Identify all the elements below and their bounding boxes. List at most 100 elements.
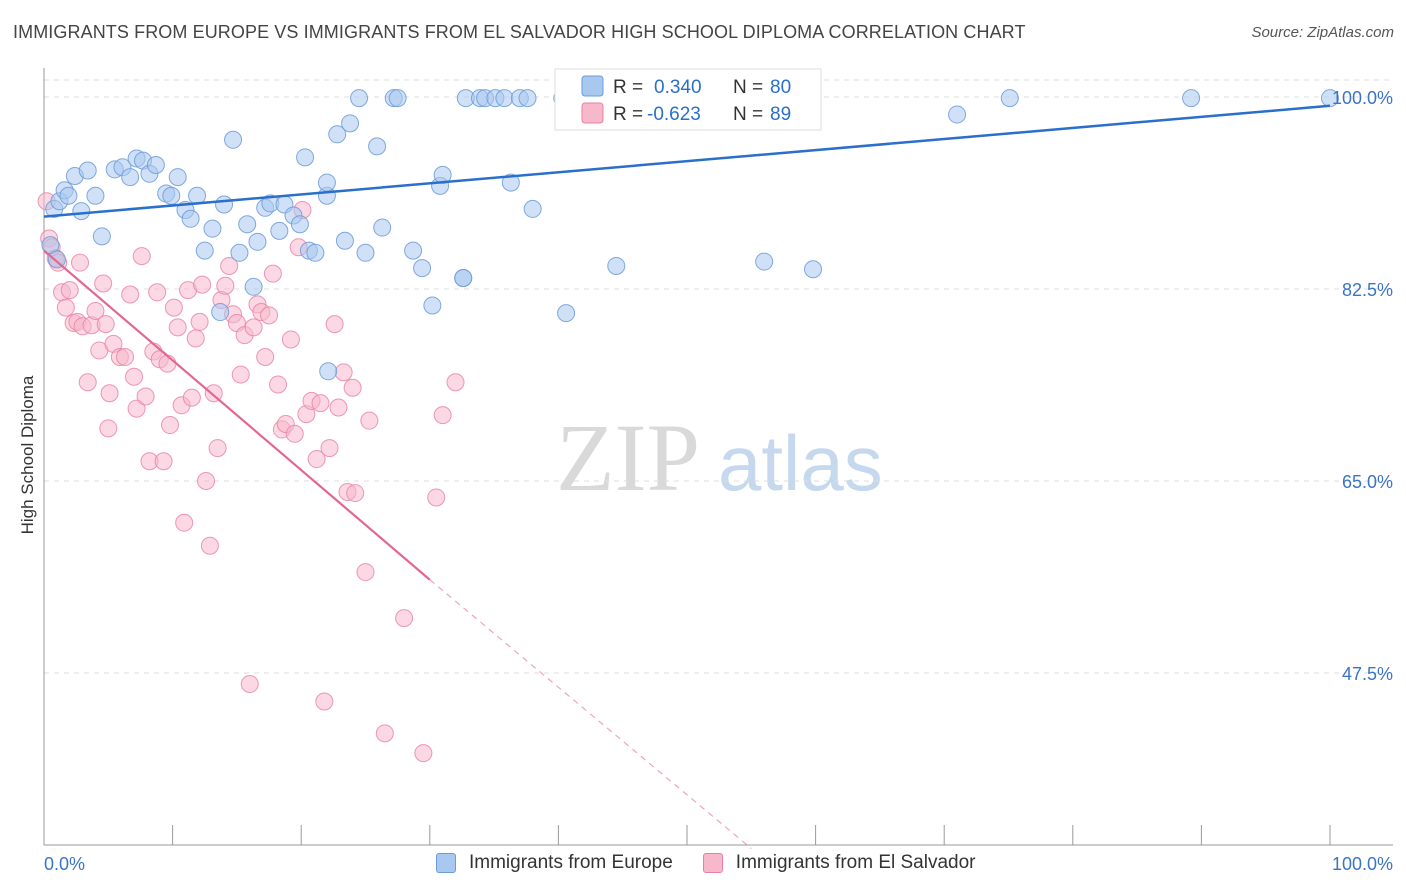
europe-point-51: [373, 218, 392, 237]
x-tick-label-min: 0.0%: [44, 854, 85, 874]
elsalvador-point-42: [190, 312, 209, 331]
elsalvador-point-72: [311, 394, 330, 413]
europe-point-46: [335, 231, 354, 250]
bottom-legend: Immigrants from Europe Immigrants from E…: [436, 852, 1005, 874]
europe-point-29: [230, 243, 249, 262]
watermark-zip: ZIP: [556, 404, 700, 511]
europe-point-17: [146, 156, 165, 175]
legend-item-elsalvador: Immigrants from El Salvador: [702, 852, 976, 874]
elsalvador-point-41: [186, 329, 205, 348]
elsalvador-point-22: [116, 348, 135, 367]
europe-point-47: [341, 114, 360, 133]
europe-point-75: [755, 252, 774, 271]
watermark-atlas: atlas: [718, 419, 883, 507]
europe-point-78: [1000, 89, 1019, 108]
legend-elsalvador-n-value: 89: [770, 104, 791, 125]
legend-swatch-europe: [436, 853, 456, 873]
europe-point-9: [86, 186, 105, 205]
elsalvador-point-35: [164, 298, 183, 317]
europe-point-77: [948, 105, 967, 124]
elsalvador-point-81: [356, 563, 375, 582]
europe-point-30: [238, 215, 257, 234]
europe-point-28: [224, 130, 243, 149]
legend-label-europe: Immigrants from Europe: [469, 852, 673, 873]
elsalvador-point-80: [346, 484, 365, 503]
elsalvador-point-14: [86, 301, 105, 320]
watermark: ZIP atlas: [556, 404, 883, 511]
europe-point-31: [244, 277, 263, 296]
europe-point-27: [215, 195, 234, 214]
elsalvador-point-84: [395, 609, 414, 628]
elsalvador-point-50: [220, 256, 239, 275]
elsalvador-point-32: [154, 452, 173, 471]
elsalvador-point-55: [240, 674, 259, 693]
elsalvador-point-26: [132, 247, 151, 266]
elsalvador-point-27: [136, 387, 155, 406]
europe-point-26: [211, 303, 230, 322]
chart-title: IMMIGRANTS FROM EUROPE VS IMMIGRANTS FRO…: [13, 22, 1026, 42]
elsalvador-point-21: [99, 419, 118, 438]
europe-point-60: [454, 269, 473, 288]
elsalvador-point-65: [281, 330, 300, 349]
elsalvador-point-62: [269, 375, 288, 394]
europe-point-48: [350, 89, 369, 108]
elsalvador-point-86: [427, 488, 446, 507]
europe-point-71: [557, 304, 576, 323]
legend-elsalvador-n-label: N =: [733, 104, 763, 125]
trend-lines: [43, 104, 1331, 850]
legend-item-europe: Immigrants from Europe: [436, 852, 673, 874]
y-tick-label-2: 82.5%: [1342, 280, 1393, 300]
elsalvador-point-12: [78, 373, 97, 392]
legend-europe-r-value: 0.340: [654, 77, 702, 98]
elsalvador-point-46: [204, 384, 223, 403]
elsalvador-point-43: [193, 275, 212, 294]
elsalvador-point-74: [320, 439, 339, 458]
elsalvador-point-77: [334, 363, 353, 382]
elsalvador-point-6: [56, 298, 75, 317]
europe-point-76: [804, 260, 823, 279]
europe-point-41: [306, 243, 325, 262]
elsalvador-point-33: [158, 354, 177, 373]
elsalvador-point-38: [175, 513, 194, 532]
elsalvador-point-87: [433, 406, 452, 425]
europe-point-20: [168, 168, 187, 187]
europe-point-25: [203, 219, 222, 238]
europe-point-7: [72, 202, 91, 221]
legend-europe-swatch: [581, 75, 604, 97]
legend-label-elsalvador: Immigrants from El Salvador: [735, 852, 976, 873]
elsalvador-point-49: [216, 276, 235, 295]
europe-point-13: [121, 168, 140, 187]
elsalvador-point-25: [127, 399, 146, 418]
elsalvador-point-75: [325, 315, 344, 334]
europe-point-10: [92, 227, 111, 246]
europe-point-35: [270, 221, 289, 240]
elsalvador-point-61: [263, 264, 282, 283]
elsalvador-point-10: [71, 253, 90, 272]
correlation-legend: R = 0.340 N = 80 R = -0.623 N = 89: [554, 68, 822, 131]
elsalvador-point-85: [414, 744, 433, 763]
legend-elsalvador-r-label: R =: [613, 104, 643, 125]
elsalvador-point-23: [121, 285, 140, 304]
legend-elsalvador-r-value: -0.623: [647, 104, 701, 125]
europe-point-54: [404, 241, 423, 260]
y-tick-label-0: 47.5%: [1342, 664, 1393, 684]
elsalvador-point-73: [315, 692, 334, 711]
europe-point-66: [501, 173, 520, 192]
elsalvador-point-45: [200, 536, 219, 555]
series-elsalvador-points: [37, 192, 465, 763]
legend-europe-n-value: 80: [770, 77, 791, 98]
elsalvador-point-79: [343, 378, 362, 397]
europe-point-2: [47, 250, 66, 269]
elsalvador-point-71: [307, 450, 326, 469]
europe-point-49: [356, 243, 375, 262]
elsalvador-point-47: [208, 439, 227, 458]
elsalvador-point-56: [244, 318, 263, 337]
europe-point-53: [388, 89, 407, 108]
legend-europe-r-label: R =: [613, 77, 643, 98]
elsalvador-point-83: [375, 724, 394, 743]
europe-point-19: [162, 186, 181, 205]
legend-europe-n-label: N =: [733, 77, 763, 98]
europe-point-65: [495, 89, 514, 108]
europe-point-69: [523, 199, 542, 218]
legend-elsalvador-swatch: [581, 102, 604, 124]
